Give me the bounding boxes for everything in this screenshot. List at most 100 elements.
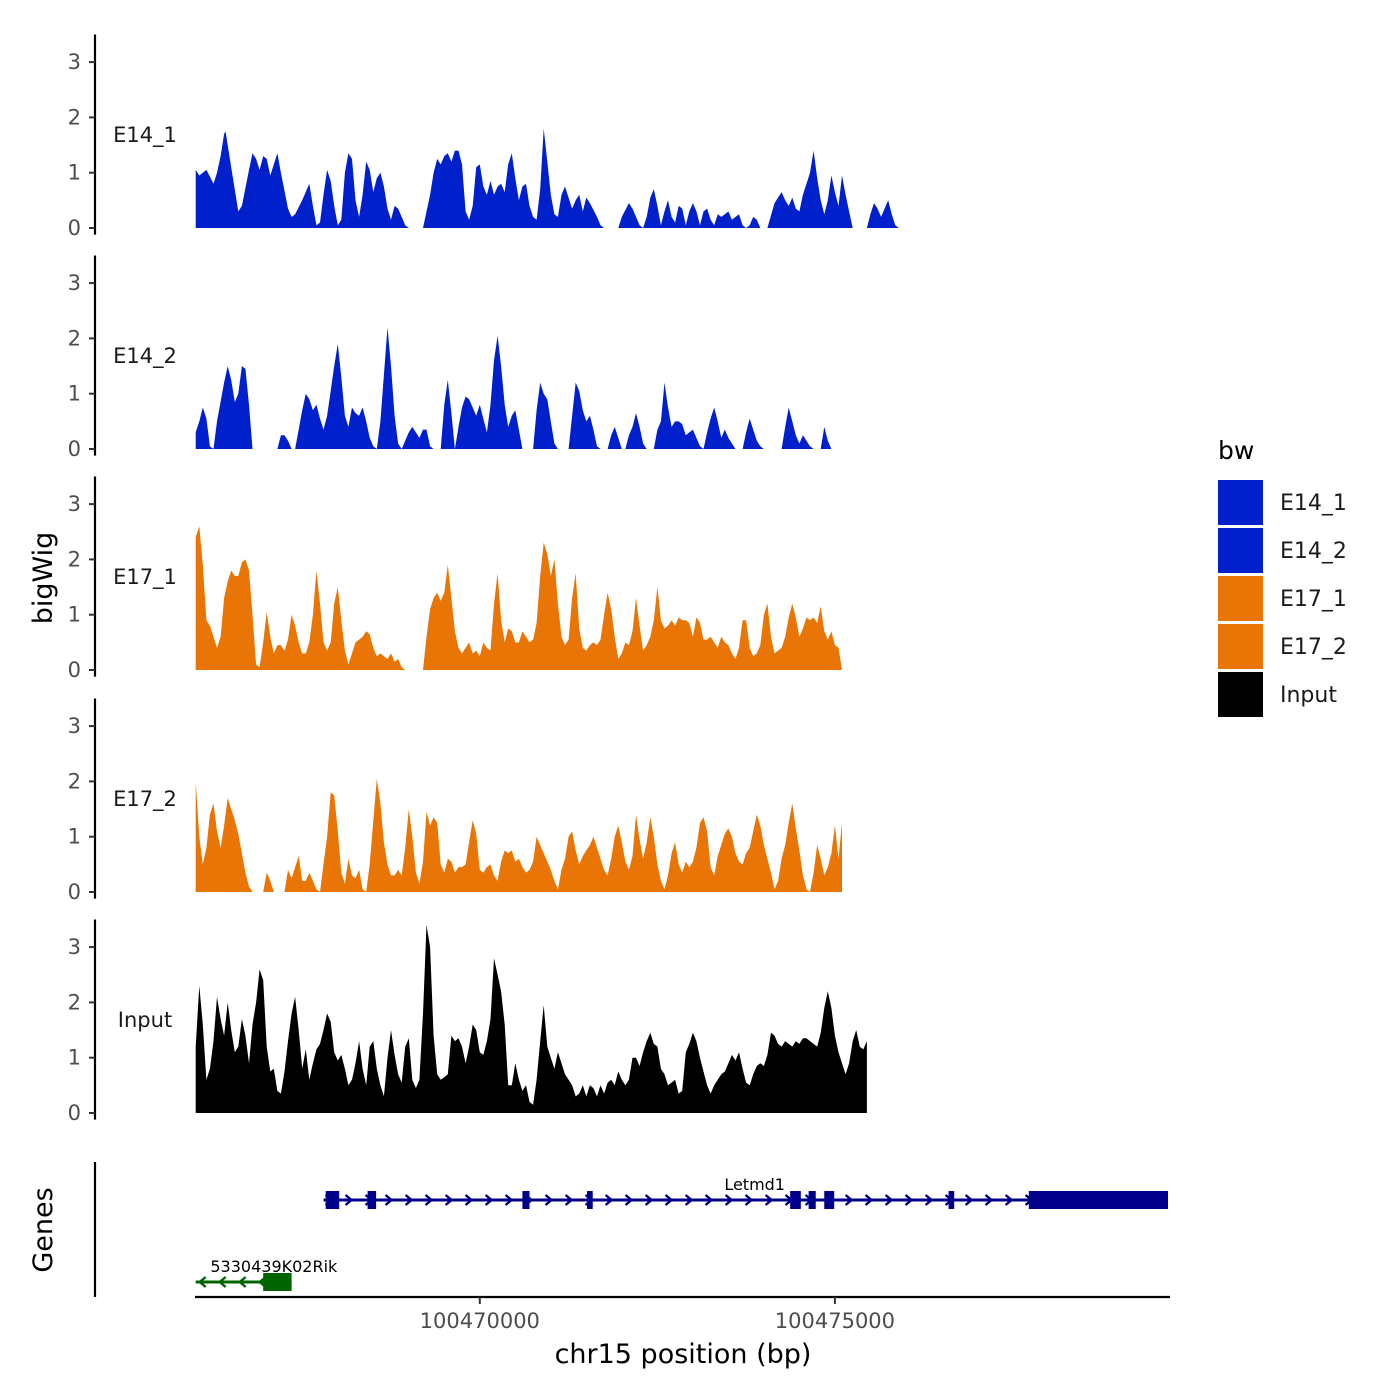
legend-swatch xyxy=(1218,576,1263,621)
track-area-e14-2 xyxy=(195,327,853,449)
track-label: E17_1 xyxy=(113,565,177,590)
gene-name-label: Letmd1 xyxy=(724,1175,785,1194)
gene-name-label: 5330439K02Rik xyxy=(210,1257,338,1276)
gene-exon xyxy=(263,1273,292,1291)
y-tick-label: 3 xyxy=(68,714,81,738)
x-axis: 100470000 100475000 xyxy=(195,1295,1170,1333)
gene-exon xyxy=(367,1191,377,1209)
legend: bw E14_1 E14_2 E17_1 E17_2 Input xyxy=(1218,436,1347,717)
track-panels: 0 1 2 3 E14_1 0 1 2 3 E14_2 0 1 2 3 E17_1 0 1 2 3 E17_2 0 1 2 3… xyxy=(68,34,899,1125)
strand-arrow xyxy=(424,1194,434,1206)
gene-exon xyxy=(948,1191,955,1209)
y-tick-label: 1 xyxy=(68,603,81,627)
y-axis-title: bigWig xyxy=(28,532,59,625)
strand-arrow xyxy=(484,1194,494,1206)
track-panel-e14-1: 0 1 2 3 E14_1 xyxy=(68,34,899,240)
strand-arrow xyxy=(504,1194,514,1206)
y-tick-label: 3 xyxy=(68,935,81,959)
track-panel-input: 0 1 2 3 Input xyxy=(68,919,867,1125)
strand-arrow xyxy=(964,1194,974,1206)
track-panel-e14-2: 0 1 2 3 E14_2 xyxy=(68,255,853,461)
legend-swatch xyxy=(1218,528,1263,573)
strand-arrow xyxy=(864,1194,874,1206)
strand-arrow xyxy=(604,1194,614,1206)
legend-item-input: Input xyxy=(1218,672,1337,717)
strand-arrow xyxy=(764,1194,774,1206)
gene-exon xyxy=(325,1191,340,1209)
gene-exon xyxy=(1028,1191,1168,1209)
strand-arrow xyxy=(724,1194,734,1206)
strand-arrow xyxy=(197,1276,207,1288)
legend-label: E17_2 xyxy=(1280,635,1347,660)
y-tick-label: 2 xyxy=(68,105,81,129)
y-tick-label: 0 xyxy=(68,216,81,240)
gene-panel: Letmd1 5330439K02Rik xyxy=(93,1162,1168,1297)
legend-title: bw xyxy=(1218,436,1254,465)
gene-letmd1: Letmd1 xyxy=(323,1175,1168,1209)
track-area-input xyxy=(195,925,867,1113)
track-label: Input xyxy=(118,1008,172,1032)
y-tick-label: 1 xyxy=(68,161,81,185)
gene-exon xyxy=(808,1191,816,1209)
strand-arrow xyxy=(217,1276,227,1288)
strand-arrow xyxy=(984,1194,994,1206)
y-tick-label: 2 xyxy=(68,769,81,793)
strand-arrow xyxy=(904,1194,914,1206)
legend-items: E14_1 E14_2 E17_1 E17_2 Input xyxy=(1218,480,1347,717)
y-tick-label: 0 xyxy=(68,437,81,461)
legend-swatch xyxy=(1218,672,1263,717)
genes-axis-title: Genes xyxy=(28,1187,59,1272)
legend-item-e14-1: E14_1 xyxy=(1218,480,1347,525)
y-tick-label: 2 xyxy=(68,326,81,350)
track-area-e14-1 xyxy=(195,128,899,228)
strand-arrow xyxy=(664,1194,674,1206)
legend-item-e17-2: E17_2 xyxy=(1218,624,1347,669)
gene-exon xyxy=(522,1191,530,1209)
gene-5330439k02rik: 5330439K02Rik xyxy=(195,1257,338,1291)
y-tick-label: 1 xyxy=(68,1046,81,1070)
strand-arrow xyxy=(444,1194,454,1206)
strand-arrow xyxy=(624,1194,634,1206)
legend-label: Input xyxy=(1280,683,1337,708)
track-label: E14_1 xyxy=(113,123,177,148)
track-area-e17-1 xyxy=(195,526,842,670)
y-tick-label: 3 xyxy=(68,50,81,74)
track-panel-e17-1: 0 1 2 3 E17_1 xyxy=(68,476,842,682)
gene-exon xyxy=(790,1191,801,1209)
legend-label: E14_1 xyxy=(1280,491,1347,516)
y-tick-label: 0 xyxy=(68,658,81,682)
x-tick-label: 100470000 xyxy=(420,1309,540,1333)
strand-arrow xyxy=(744,1194,754,1206)
y-tick-label: 1 xyxy=(68,825,81,849)
gene-exon xyxy=(824,1191,835,1209)
strand-arrow xyxy=(564,1194,574,1206)
strand-arrow xyxy=(344,1194,354,1206)
x-axis-title: chr15 position (bp) xyxy=(555,1339,812,1370)
y-tick-label: 2 xyxy=(68,547,81,571)
strand-arrow xyxy=(404,1194,414,1206)
strand-arrow xyxy=(384,1194,394,1206)
legend-item-e14-2: E14_2 xyxy=(1218,528,1347,573)
y-tick-label: 2 xyxy=(68,990,81,1014)
strand-arrow xyxy=(684,1194,694,1206)
track-label: E17_2 xyxy=(113,787,177,812)
track-label: E14_2 xyxy=(113,344,177,369)
legend-swatch xyxy=(1218,624,1263,669)
legend-swatch xyxy=(1218,480,1263,525)
legend-label: E14_2 xyxy=(1280,539,1347,564)
y-tick-label: 3 xyxy=(68,492,81,516)
x-tick-label: 100475000 xyxy=(775,1309,895,1333)
gene-exon xyxy=(587,1191,593,1209)
y-tick-label: 1 xyxy=(68,382,81,406)
strand-arrow xyxy=(544,1194,554,1206)
strand-arrow xyxy=(704,1194,714,1206)
strand-arrow xyxy=(1004,1194,1014,1206)
strand-arrow xyxy=(237,1276,247,1288)
strand-arrow xyxy=(644,1194,654,1206)
strand-arrow xyxy=(844,1194,854,1206)
y-tick-label: 3 xyxy=(68,271,81,295)
y-tick-label: 0 xyxy=(68,880,81,904)
legend-item-e17-1: E17_1 xyxy=(1218,576,1347,621)
strand-arrow xyxy=(464,1194,474,1206)
